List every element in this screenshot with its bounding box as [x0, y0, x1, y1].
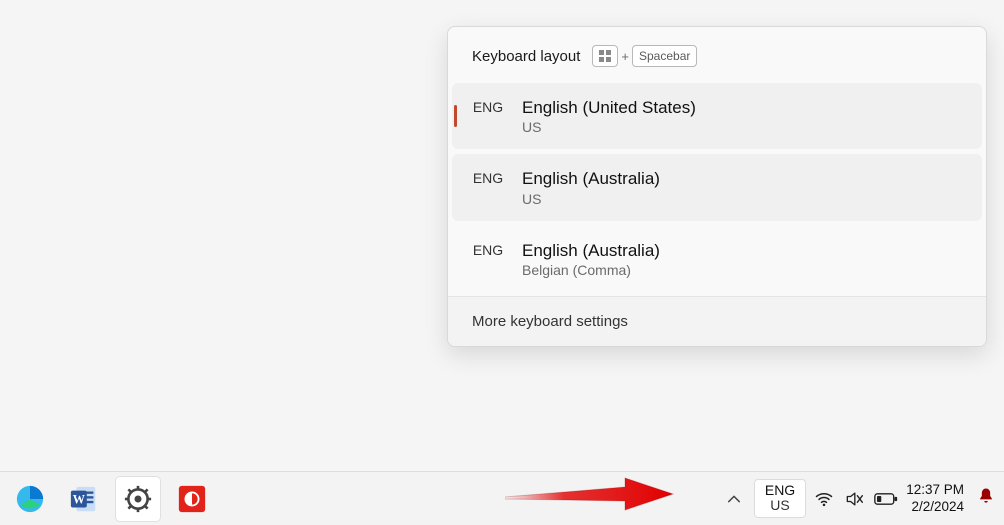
- taskbar-app-recorder[interactable]: [170, 477, 214, 521]
- taskbar-app-edge[interactable]: [8, 477, 52, 521]
- layout-code: ENG: [468, 240, 508, 258]
- spacebar-key: Spacebar: [632, 45, 697, 67]
- layout-item-en-us[interactable]: ENG English (United States) US: [452, 83, 982, 149]
- taskbar-apps: W: [8, 477, 214, 521]
- win-key-icon: [592, 45, 618, 67]
- layout-list: ENG English (United States) US ENG Engli…: [452, 83, 982, 292]
- more-keyboard-settings[interactable]: More keyboard settings: [448, 296, 986, 346]
- plus-icon: +: [621, 49, 629, 64]
- battery-icon[interactable]: [874, 489, 898, 509]
- lang-line1: ENG: [765, 483, 795, 498]
- layout-secondary: Belgian (Comma): [522, 262, 660, 278]
- recorder-icon: [177, 484, 207, 514]
- layout-item-en-au-belgian[interactable]: ENG English (Australia) Belgian (Comma): [452, 226, 982, 292]
- layout-secondary: US: [522, 191, 660, 207]
- lang-line2: US: [770, 498, 789, 513]
- clock-time: 12:37 PM: [906, 482, 964, 498]
- volume-muted-icon[interactable]: [844, 489, 864, 509]
- layout-primary: English (United States): [522, 97, 696, 118]
- svg-text:W: W: [73, 492, 85, 506]
- clock-date: 2/2/2024: [911, 499, 964, 515]
- layout-text: English (Australia) Belgian (Comma): [522, 240, 660, 278]
- layout-code: ENG: [468, 97, 508, 115]
- layout-primary: English (Australia): [522, 240, 660, 261]
- layout-code: ENG: [468, 168, 508, 186]
- taskbar: W: [0, 471, 1004, 525]
- flyout-title: Keyboard layout: [472, 48, 580, 65]
- notification-bell-icon[interactable]: [976, 486, 996, 511]
- edge-icon: [15, 484, 45, 514]
- system-icons[interactable]: [814, 489, 898, 509]
- flyout-header: Keyboard layout + Spacebar: [452, 31, 982, 83]
- shortcut-hint: + Spacebar: [592, 45, 697, 67]
- system-tray: ENG US 12:37 PM 2/2/2024: [722, 472, 996, 525]
- keyboard-layout-flyout: Keyboard layout + Spacebar ENG English (…: [447, 26, 987, 347]
- clock[interactable]: 12:37 PM 2/2/2024: [906, 482, 964, 514]
- tray-chevron-up-icon[interactable]: [722, 487, 746, 511]
- layout-item-en-au-us[interactable]: ENG English (Australia) US: [452, 154, 982, 220]
- word-icon: W: [69, 484, 99, 514]
- layout-secondary: US: [522, 119, 696, 135]
- language-indicator[interactable]: ENG US: [754, 479, 806, 517]
- layout-text: English (United States) US: [522, 97, 696, 135]
- taskbar-app-word[interactable]: W: [62, 477, 106, 521]
- gear-icon: [124, 485, 152, 513]
- layout-text: English (Australia) US: [522, 168, 660, 206]
- layout-primary: English (Australia): [522, 168, 660, 189]
- taskbar-app-settings[interactable]: [116, 477, 160, 521]
- wifi-icon[interactable]: [814, 489, 834, 509]
